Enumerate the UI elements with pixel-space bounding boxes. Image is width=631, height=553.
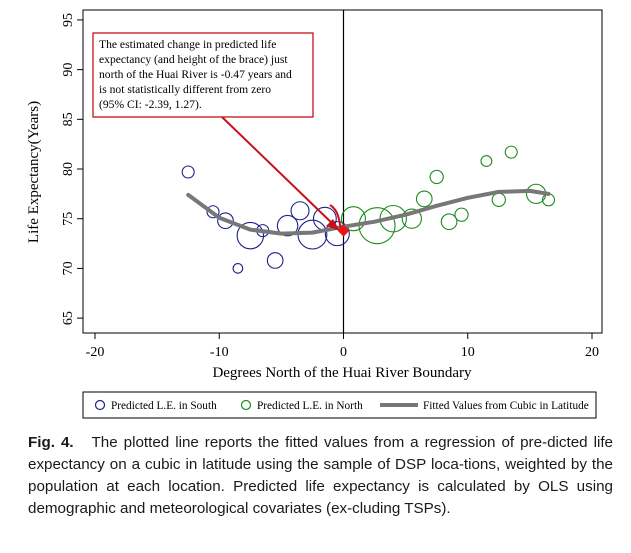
caption-text: The plotted line reports the fitted valu… [28, 434, 613, 517]
y-axis-label: Life Expectancy(Years) [26, 101, 42, 243]
x-tick-label: -10 [210, 345, 229, 360]
annotation-arrow-head [326, 219, 340, 231]
x-tick-label: 20 [585, 345, 599, 360]
x-tick-label: -20 [86, 345, 105, 360]
caption-label: Fig. 4. [28, 434, 74, 451]
south-point [290, 201, 310, 221]
south-point [217, 212, 234, 230]
y-tick-label: 65 [61, 311, 76, 325]
annotation-line: (95% CI: -2.39, 1.27). [99, 98, 202, 111]
legend-fit-label: Fitted Values from Cubic in Latitude [423, 400, 589, 412]
annotation-line: The estimated change in predicted life [99, 38, 276, 51]
brace [329, 204, 342, 231]
fit-line-north [341, 188, 551, 229]
x-tick-label: 0 [340, 345, 347, 360]
legend: Predicted L.E. in South Predicted L.E. i… [82, 391, 597, 419]
legend-south-marker [94, 399, 106, 411]
legend-north-marker [240, 399, 252, 411]
north-point [440, 213, 458, 231]
chart: 65 70 75 80 85 90 95 -20 -10 0 10 20 Life Expectan… [26, 9, 603, 419]
y-tick-label: 75 [61, 212, 76, 226]
north-point [429, 169, 444, 185]
south-point [276, 214, 299, 237]
south-point [236, 221, 265, 250]
south-point [232, 263, 244, 274]
north-point [401, 208, 422, 229]
annotation-line: is not statistically different from zero [99, 83, 271, 96]
x-axis: -20 -10 0 10 20 [86, 333, 599, 360]
annotation-line: north of the Huai River is -0.47 years a… [99, 68, 292, 81]
figure-caption: Fig. 4. The plotted line reports the fit… [28, 432, 613, 520]
south-point [206, 205, 220, 219]
x-tick-label: 10 [461, 345, 475, 360]
south-point [266, 252, 284, 269]
y-tick-label: 85 [61, 112, 76, 126]
discontinuity-marker [337, 224, 350, 237]
north-point [415, 190, 433, 208]
annotation-box [92, 32, 314, 118]
legend-north-label: Predicted L.E. in North [257, 400, 363, 412]
y-tick-label: 95 [61, 13, 76, 27]
fit-line-south [186, 192, 346, 236]
south-point [324, 221, 350, 247]
x-axis-label: Degrees North of the Huai River Boundary [212, 365, 472, 381]
north-point [340, 206, 366, 232]
y-axis: 65 70 75 80 85 90 95 [61, 13, 83, 325]
north-point [454, 207, 469, 222]
legend-south-label: Predicted L.E. in South [111, 400, 217, 412]
legend-box [82, 391, 597, 419]
annotation-arrow [221, 116, 337, 228]
north-point [504, 145, 518, 159]
north-point [480, 155, 493, 168]
y-tick-label: 80 [61, 162, 76, 176]
y-tick-label: 70 [61, 261, 76, 275]
y-tick-label: 90 [61, 63, 76, 77]
annotation-line: expectancy (and height of the brace) jus… [99, 53, 288, 66]
south-point [181, 165, 195, 179]
annotation: The estimated change in predicted life e… [92, 32, 342, 231]
